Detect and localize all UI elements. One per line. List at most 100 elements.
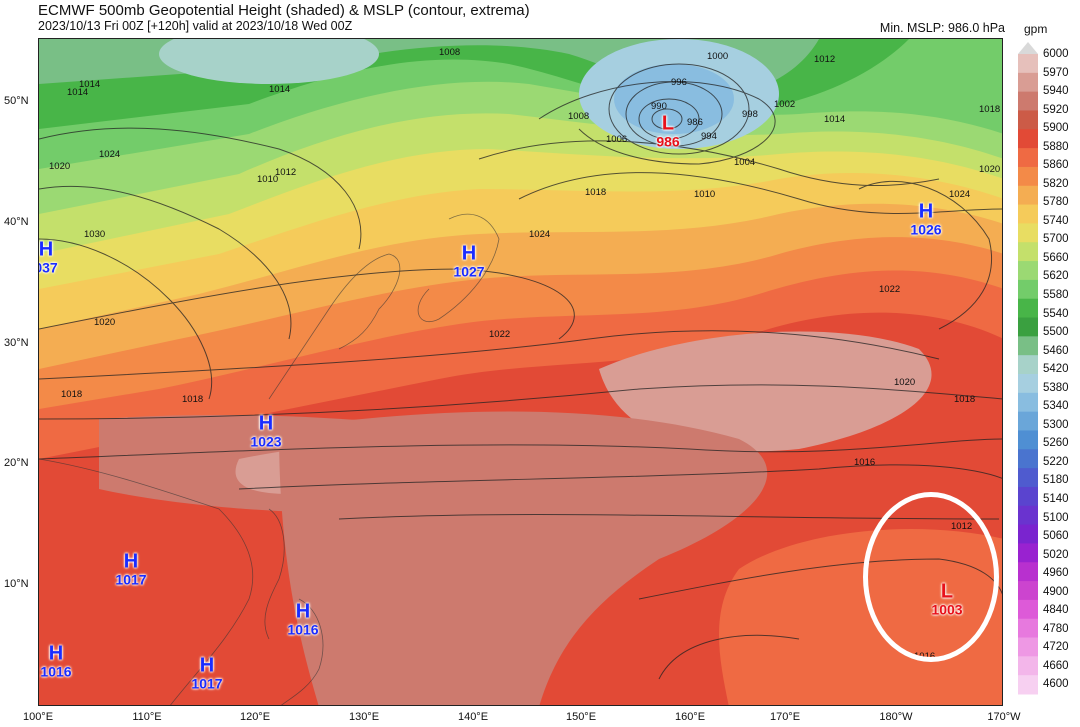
pressure-value: 1017	[191, 675, 223, 692]
colorbar-tick-label: 5100	[1043, 511, 1069, 524]
map-field	[39, 39, 1002, 705]
isobar-line	[608, 63, 750, 155]
isobar-line	[478, 140, 940, 187]
colorbar-cell	[1018, 637, 1038, 657]
colorbar-cell	[1018, 166, 1038, 187]
high-letter: H	[258, 412, 274, 435]
isobar-label: 1018	[585, 187, 607, 198]
colorbar-cell	[1018, 581, 1038, 601]
high-letter: H	[38, 238, 54, 261]
colorbar-cell	[1018, 411, 1038, 431]
colorbar-tick-label: 5380	[1043, 381, 1069, 394]
high-letter: H	[461, 242, 477, 265]
pressure-value: 037	[39, 259, 58, 276]
chart-title: ECMWF 500mb Geopotential Height (shaded)…	[38, 2, 530, 19]
isobar-line	[39, 185, 292, 340]
isobar-line	[39, 238, 213, 400]
isobar-label: 1020	[49, 161, 71, 172]
ridge-band-5900-south	[279, 411, 768, 705]
lon-label: 130°E	[348, 711, 380, 723]
high-pressure-marker: H 1027	[453, 244, 484, 279]
colorbar-tick-label: 5300	[1043, 418, 1069, 431]
colorbar-cell	[1018, 430, 1038, 450]
isobar-line	[39, 127, 362, 250]
lon-label: 160°E	[674, 711, 706, 723]
colorbar-tick-label: 5420	[1043, 363, 1069, 376]
isobar-line	[658, 634, 800, 680]
high-pressure-marker: H 1016	[287, 602, 318, 637]
colorbar-tick-label: 5820	[1043, 177, 1069, 190]
isobar-label: 1000	[707, 51, 729, 62]
isobar-label: 1014	[269, 84, 291, 95]
colorbar-cell	[1018, 656, 1038, 676]
lon-label: 100°E	[22, 711, 54, 723]
isobar-label: 996	[671, 77, 687, 88]
isobar-line	[39, 330, 940, 380]
colorbar-cell	[1018, 562, 1038, 582]
isobar-label: 1014	[67, 87, 89, 98]
colorbar-tick-label: 5460	[1043, 344, 1069, 357]
colorbar-tick-label: 5780	[1043, 196, 1069, 209]
isobar-label: 1020	[894, 377, 916, 388]
isobar-label: 1014	[824, 114, 846, 125]
lon-label: 170°W	[987, 711, 1021, 723]
isobar-line	[625, 81, 723, 147]
colorbar-tick-label: 5580	[1043, 289, 1069, 302]
colorbar-cell	[1018, 524, 1038, 544]
high-letter: H	[295, 600, 311, 623]
colorbar-tick-label: 5540	[1043, 307, 1069, 320]
pressure-value: 1016	[287, 621, 319, 638]
lon-label: 150°E	[565, 711, 597, 723]
low-pressure-marker: L 986	[656, 114, 679, 149]
colorbar-tick-label: 5740	[1043, 214, 1069, 227]
isobar-label: 1002	[774, 99, 796, 110]
isobar-label: 1012	[814, 54, 836, 65]
colorbar-cell	[1018, 129, 1038, 149]
colorbar-tick-label: 5620	[1043, 270, 1069, 283]
colorbar-tick-label: 4720	[1043, 641, 1069, 654]
pressure-value: 986	[656, 133, 680, 150]
lat-label: 30°N	[4, 337, 29, 349]
isobar-label: 1020	[94, 317, 116, 328]
colorbar-tick-label: 5900	[1043, 122, 1069, 135]
high-pressure-marker: H 1023	[250, 414, 281, 449]
isobar-line	[858, 180, 993, 330]
isobar-label: 1004	[734, 157, 756, 168]
high-letter: H	[199, 654, 215, 677]
colorbar-unit: gpm	[1024, 22, 1048, 36]
colorbar-tick-label: 5260	[1043, 437, 1069, 450]
isobar-line	[651, 108, 683, 130]
pressure-value: 1017	[115, 571, 147, 588]
lon-label: 110°E	[132, 711, 162, 723]
low-letter: L	[661, 112, 675, 135]
lat-label: 40°N	[4, 216, 29, 228]
isobar-label: 1030	[84, 229, 106, 240]
colorbar-cell	[1018, 449, 1038, 469]
isobar-label: 1018	[979, 104, 1001, 115]
isobar-label: 1010	[694, 189, 716, 200]
high-pressure-marker: H 037	[38, 238, 58, 276]
colorbar-cell	[1018, 54, 1038, 74]
colorbar-tick-label: 4900	[1043, 585, 1069, 598]
high-pressure-marker: H 1017	[115, 552, 146, 587]
isobar-line	[39, 384, 1002, 420]
colorbar-cell	[1018, 242, 1038, 262]
isobar-label: 1022	[489, 329, 511, 340]
high-pressure-marker: H 1026	[910, 202, 941, 237]
isobar-line	[39, 438, 1002, 460]
isobar-label: 990	[651, 101, 667, 112]
isobar-line	[238, 464, 1002, 490]
colorbar-cell	[1018, 317, 1038, 337]
lon-label: 170°E	[769, 711, 801, 723]
colorbar-tick-label: 5880	[1043, 140, 1069, 153]
colorbar-tick-label: 5970	[1043, 66, 1069, 79]
colorbar-tick-label: 5180	[1043, 474, 1069, 487]
colorbar-cell	[1018, 148, 1038, 168]
coastline	[268, 253, 401, 400]
colorbar-cell	[1018, 185, 1038, 206]
isobar-label: 1024	[99, 149, 121, 160]
colorbar-tick-label: 5860	[1043, 159, 1069, 172]
isobar-label: 998	[742, 109, 758, 120]
colorbar-cell	[1018, 204, 1038, 224]
isobar-label: 1020	[979, 164, 1001, 175]
